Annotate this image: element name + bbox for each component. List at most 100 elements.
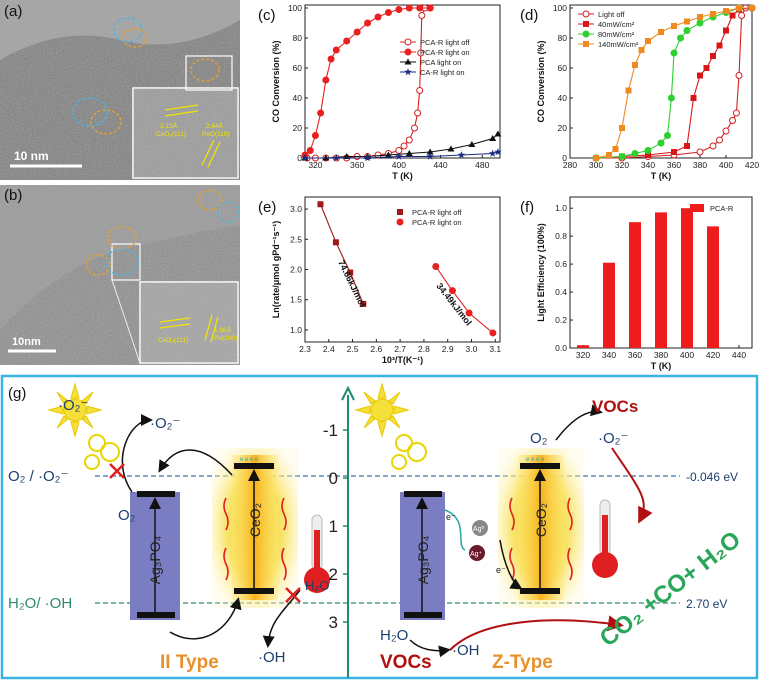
marker — [332, 46, 340, 54]
species-label: ·OH — [452, 642, 480, 659]
electrons-label: e e e e — [240, 457, 259, 463]
marker — [593, 155, 599, 161]
legend-label: 80mW/cm² — [598, 30, 635, 39]
marker — [696, 148, 704, 156]
legend-marker — [396, 218, 404, 226]
marker — [448, 287, 456, 295]
series-line — [305, 151, 499, 159]
semiconductor-label: CeO₂ — [533, 503, 549, 537]
marker — [723, 27, 729, 34]
marker — [697, 72, 703, 79]
marker — [749, 5, 755, 11]
marker — [489, 135, 497, 141]
bar — [577, 345, 589, 348]
species-label: ·O₂⁻ — [598, 430, 628, 447]
marker — [416, 87, 424, 94]
marker — [488, 149, 497, 157]
semiconductor-label: Ag₃PO₄ — [415, 535, 431, 584]
bar — [629, 222, 641, 348]
semiconductor-label: CeO₂ — [247, 503, 263, 537]
y-tick-label: 3.0 — [290, 204, 302, 214]
marker — [347, 269, 354, 276]
marker — [684, 143, 690, 149]
electron-label: e⁻ — [496, 565, 506, 575]
holes-label: h h h h — [142, 621, 160, 627]
lattice-label: Pd(200) — [214, 335, 237, 342]
marker — [311, 132, 319, 139]
marker — [317, 201, 324, 208]
x-tick-label: 320 — [576, 350, 590, 360]
y-tick-label: 0.8 — [555, 231, 567, 241]
tem-image-a — [0, 0, 240, 180]
legend-marker — [404, 38, 412, 46]
marker — [417, 49, 425, 57]
legend-marker — [583, 21, 589, 27]
marker — [405, 136, 413, 144]
marker — [619, 125, 625, 131]
x-tick-label: 2.7 — [394, 344, 406, 354]
y-tick-label: 2.0 — [290, 265, 302, 275]
marker — [703, 65, 710, 71]
marker — [684, 18, 690, 25]
series-line — [304, 7, 431, 156]
legend-label: PCA-R light off — [420, 38, 470, 47]
x-axis-label: 10³/T(K⁻¹) — [382, 355, 423, 365]
legend-swatch — [690, 204, 704, 212]
marker — [374, 13, 382, 21]
marker — [306, 147, 314, 154]
y-tick-label: 40 — [293, 93, 303, 103]
marker — [716, 136, 723, 144]
species-label: O₂ — [530, 430, 548, 447]
x-tick-label: 420 — [745, 160, 759, 170]
y-tick-label: 2.5 — [290, 234, 302, 244]
lattice-label: 2.64Å — [206, 121, 224, 130]
x-tick-label: 2.6 — [370, 344, 382, 354]
marker — [729, 12, 736, 19]
energy-tick-label: 2 — [329, 565, 338, 584]
x-tick-label: 440 — [732, 350, 746, 360]
marker — [732, 109, 740, 117]
y-tick-label: 0.0 — [555, 343, 567, 353]
marker — [465, 309, 473, 317]
x-tick-label: 2.9 — [442, 344, 454, 354]
y-tick-label: 40 — [558, 93, 568, 103]
marker — [723, 8, 729, 14]
x-tick-label: 3.1 — [489, 344, 501, 354]
marker — [710, 11, 716, 17]
y-tick-label: 60 — [293, 63, 303, 73]
bar — [681, 208, 693, 348]
marker — [414, 109, 422, 117]
marker — [667, 94, 675, 102]
y-axis-label: Light Efficiency (100%) — [536, 223, 546, 322]
y-tick-label: 20 — [293, 123, 303, 133]
marker — [327, 55, 335, 63]
marker — [658, 29, 664, 35]
marker — [670, 49, 678, 57]
marker — [696, 19, 704, 27]
x-tick-label: 280 — [563, 160, 577, 170]
holes-label: h h h h — [409, 621, 427, 627]
y-axis-label: CO Conversion (%) — [536, 40, 546, 122]
marker — [722, 127, 730, 135]
marker — [400, 142, 408, 150]
marker — [360, 300, 367, 307]
scale-bar-label: 10nm — [12, 336, 41, 348]
marker — [332, 154, 341, 162]
marker — [468, 141, 476, 147]
marker — [343, 37, 351, 45]
lattice-label: CeO₂(111) — [156, 131, 186, 138]
y-tick-label: 0 — [297, 153, 302, 163]
species-label: H₂O — [305, 578, 330, 593]
marker — [457, 151, 466, 159]
marker — [631, 150, 639, 157]
legend-marker — [404, 68, 412, 76]
y-tick-label: 80 — [558, 33, 568, 43]
y-tick-label: 100 — [288, 3, 302, 13]
lattice-label: 3.13Å — [160, 121, 178, 130]
energy-tick-label: 1 — [329, 517, 338, 536]
marker — [353, 28, 361, 36]
panel-label: (d) — [520, 7, 538, 24]
marker — [410, 124, 418, 132]
